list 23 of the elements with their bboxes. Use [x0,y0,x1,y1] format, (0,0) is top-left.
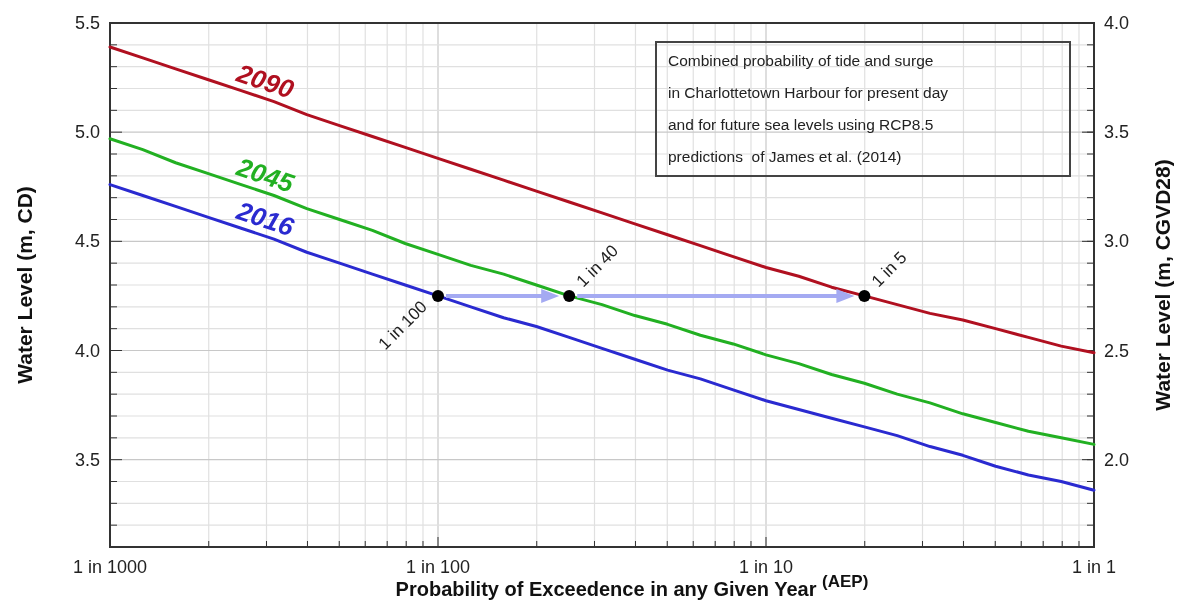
y-tick-label: 3.5 [74,449,100,470]
x-tick-label: 1 in 100 [405,557,471,577]
y-tick-label: 4.0 [74,340,100,361]
text: 2090 [232,57,299,105]
line-series [108,45,1096,355]
y-tick-label: 5.0 [74,122,100,143]
x-tick-label: 1 in 10 [738,557,794,577]
y-axis-title: Water Level (m, CD) [13,186,36,384]
y2-tick-label: 3.0 [1104,231,1130,252]
y2-axis-title: Water Level (m, CGVD28) [1151,159,1174,411]
x-tick-label: 1 in 1000 [72,557,148,577]
x-tick-label: 1 in 1 [1071,557,1117,577]
y-tick-label: 4.5 [74,231,100,252]
y2-tick-label: 3.5 [1104,122,1130,143]
y2-tick-label: 2.0 [1104,449,1130,470]
y-tick-label: 5.5 [74,13,100,33]
y2-tick-label: 4.0 [1104,13,1130,33]
annotation: 1 in 5 [867,247,911,291]
annotation: 1 in 40 [572,241,623,291]
annotation: Combined probability of tide and surge in Charlottetown Harbour for present day and for future sea levels using RCP8.5 predictions of James et al. (2014) [668,52,949,165]
line-series [108,137,1096,446]
y2-tick-label: 2.5 [1104,340,1130,361]
annotation: 1 in 100 [374,297,431,354]
